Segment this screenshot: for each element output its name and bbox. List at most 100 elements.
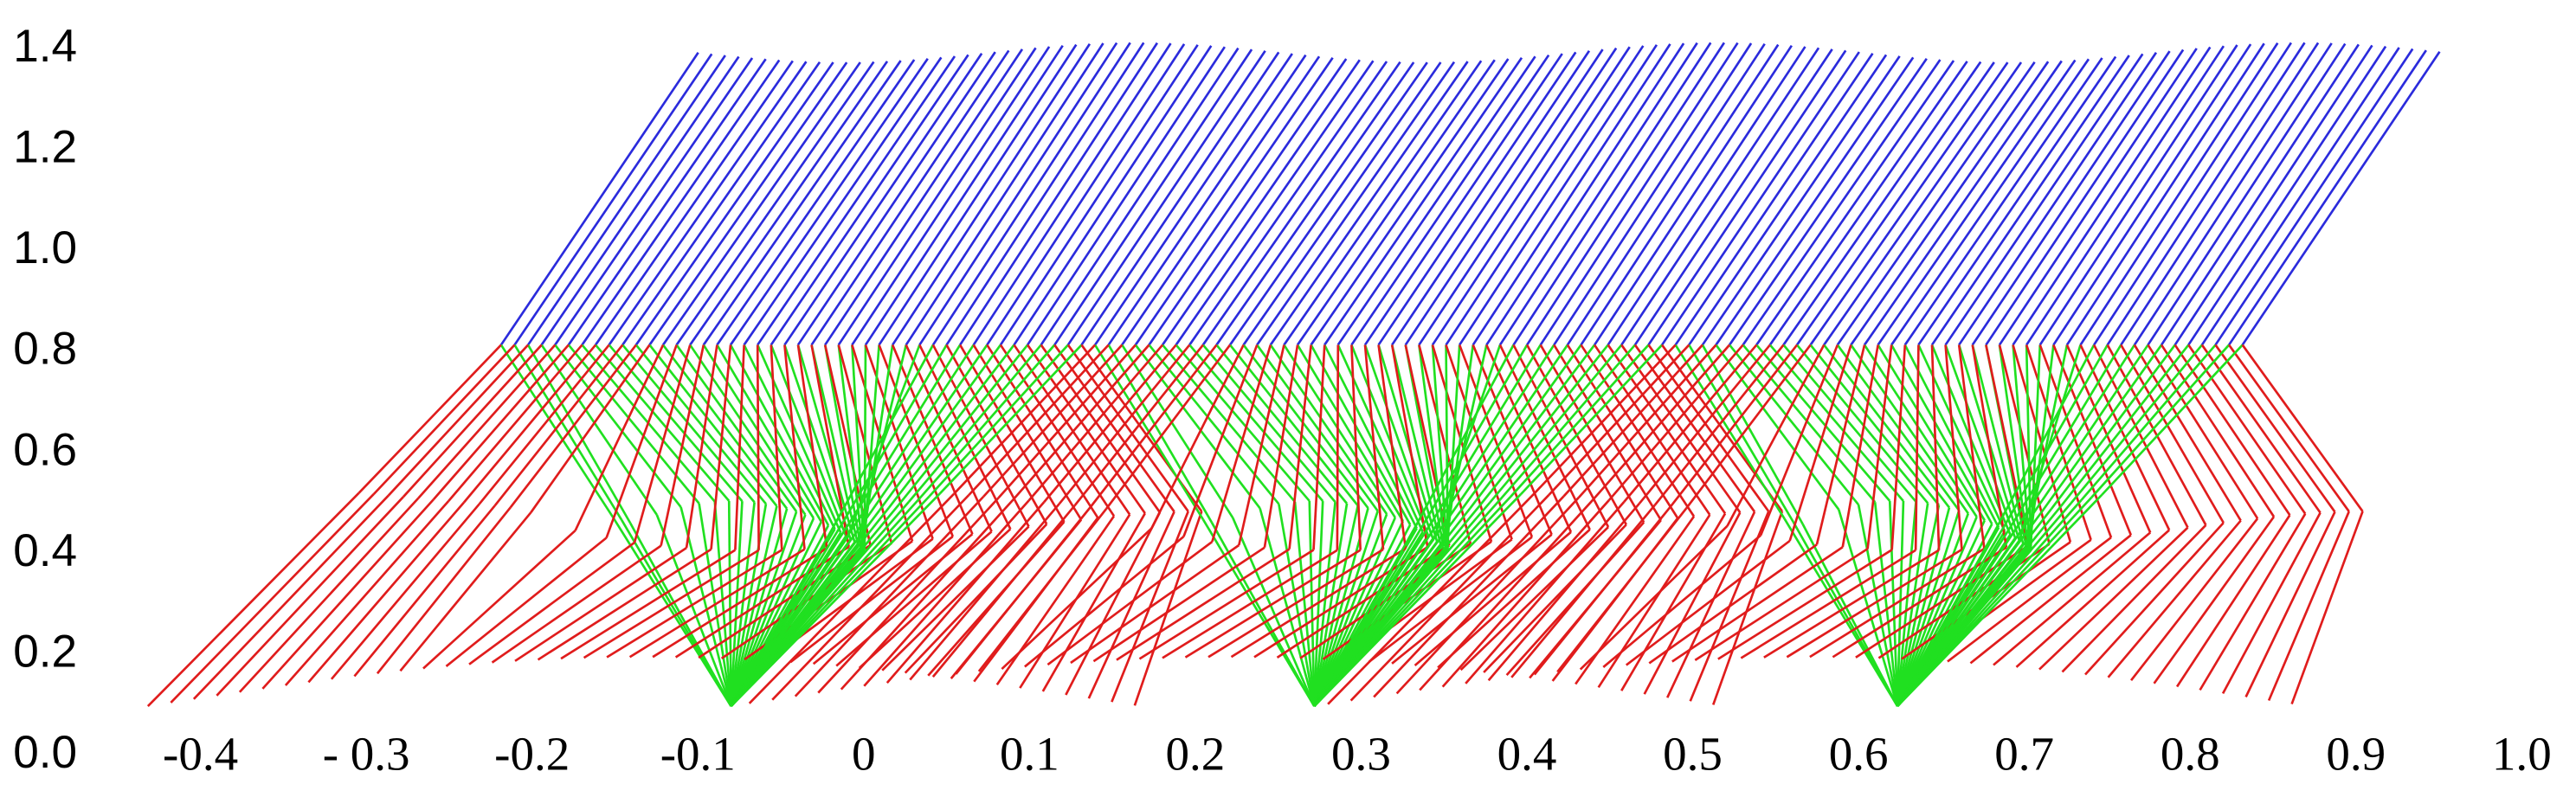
stick bbox=[1053, 48, 1253, 346]
y-tick-label: 0.0 bbox=[13, 727, 77, 778]
stick bbox=[1485, 344, 1573, 533]
stick bbox=[2038, 44, 2238, 346]
stick bbox=[1296, 59, 1496, 346]
stick bbox=[307, 501, 465, 684]
stick bbox=[648, 344, 778, 507]
stick bbox=[1487, 502, 1641, 682]
stick bbox=[1040, 344, 1162, 513]
stick bbox=[2221, 511, 2322, 694]
stick bbox=[1740, 549, 1916, 659]
stick bbox=[1671, 546, 1844, 663]
stick bbox=[2244, 511, 2336, 697]
stick bbox=[1208, 548, 1384, 659]
stick bbox=[1437, 528, 1591, 669]
stick bbox=[2065, 42, 2265, 346]
x-tick-label: -0.2 bbox=[494, 727, 570, 780]
stick bbox=[1105, 344, 1232, 510]
stick bbox=[1230, 547, 1407, 659]
stick bbox=[1562, 344, 1703, 498]
stick bbox=[1801, 524, 1899, 707]
stick bbox=[1414, 530, 1572, 666]
stick bbox=[757, 55, 956, 346]
stick bbox=[1896, 512, 1970, 707]
stick bbox=[734, 344, 745, 550]
stick bbox=[1431, 46, 1631, 346]
stick bbox=[1053, 344, 1175, 513]
stick bbox=[675, 61, 875, 346]
stick bbox=[376, 506, 512, 675]
stick bbox=[730, 517, 815, 707]
stick bbox=[605, 344, 678, 538]
stick bbox=[1533, 344, 1677, 495]
stick bbox=[1087, 511, 1175, 699]
stick bbox=[1755, 60, 1955, 346]
stick bbox=[905, 344, 993, 532]
stick bbox=[1363, 344, 1385, 550]
stick bbox=[583, 549, 760, 659]
stick bbox=[1363, 344, 1434, 539]
stick bbox=[1041, 512, 1146, 692]
stick bbox=[953, 344, 1097, 495]
stick bbox=[1896, 505, 1941, 707]
stick bbox=[743, 56, 943, 346]
stick bbox=[1498, 42, 1698, 346]
stick bbox=[1594, 344, 1711, 516]
stick bbox=[1201, 344, 1336, 503]
stick bbox=[1377, 51, 1577, 346]
stick bbox=[1669, 344, 1799, 508]
stick bbox=[387, 344, 530, 497]
stick bbox=[1832, 546, 2007, 659]
stick bbox=[1620, 47, 1820, 346]
stick bbox=[1134, 56, 1334, 346]
stick bbox=[1782, 61, 1982, 346]
stick bbox=[1510, 504, 1656, 678]
stick bbox=[608, 61, 808, 346]
stick bbox=[372, 344, 516, 496]
stick bbox=[938, 344, 1083, 495]
stick bbox=[898, 344, 1029, 506]
stick bbox=[1607, 344, 1744, 502]
stick bbox=[1947, 537, 2112, 663]
stick bbox=[1431, 344, 1493, 543]
stick bbox=[1269, 344, 1388, 515]
stick bbox=[1896, 519, 1987, 707]
stick bbox=[560, 549, 737, 660]
stick bbox=[2147, 344, 2259, 519]
stick bbox=[730, 492, 941, 708]
stick bbox=[1238, 344, 1285, 546]
stick bbox=[727, 500, 732, 707]
stick bbox=[1505, 521, 1645, 677]
stick bbox=[2022, 344, 2136, 518]
stick bbox=[892, 42, 1092, 346]
stick bbox=[1066, 50, 1266, 346]
stick bbox=[679, 506, 732, 707]
stick bbox=[1890, 344, 1907, 550]
stick bbox=[955, 506, 1092, 675]
stick bbox=[1414, 344, 1515, 526]
stick bbox=[1877, 59, 2077, 346]
stick bbox=[982, 344, 1124, 498]
stick bbox=[886, 501, 1046, 684]
stick bbox=[661, 344, 789, 510]
stick bbox=[1985, 344, 2030, 547]
stick bbox=[1065, 511, 1162, 696]
stick bbox=[468, 541, 635, 665]
stick bbox=[796, 344, 856, 543]
stick bbox=[783, 52, 983, 346]
stick bbox=[730, 502, 756, 707]
stick bbox=[1836, 61, 2036, 346]
stick bbox=[2187, 344, 2307, 515]
stick bbox=[2120, 344, 2225, 524]
stick bbox=[1483, 524, 1627, 673]
stick bbox=[261, 498, 435, 690]
stick bbox=[1625, 539, 1791, 666]
stick bbox=[710, 344, 732, 550]
stick bbox=[526, 55, 726, 346]
stick bbox=[1958, 52, 2158, 346]
stick bbox=[1445, 45, 1645, 346]
stick bbox=[1694, 548, 1869, 662]
stick bbox=[1288, 344, 1312, 550]
stick bbox=[540, 344, 658, 516]
stick bbox=[1620, 512, 1727, 691]
